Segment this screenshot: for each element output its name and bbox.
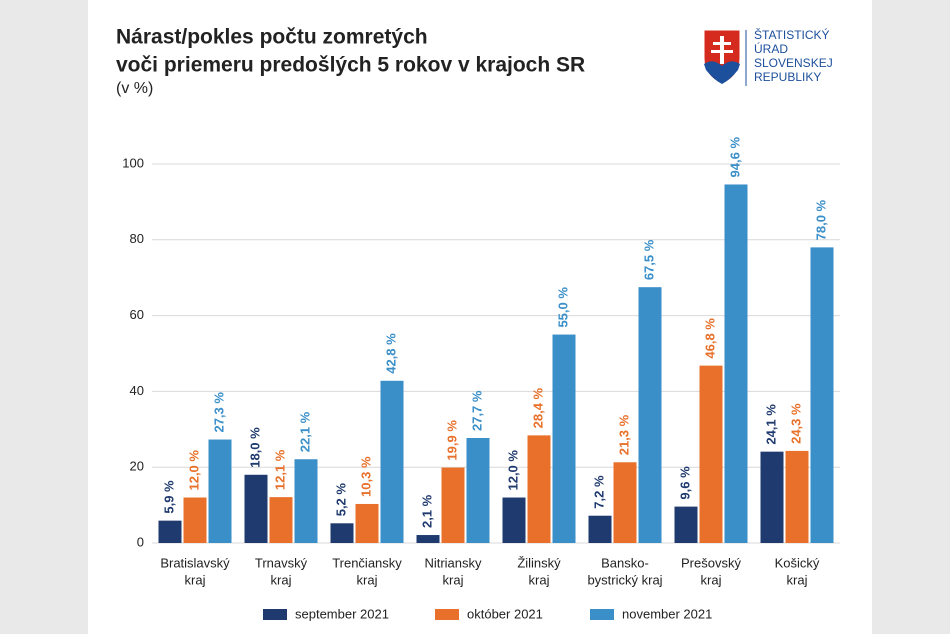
- value-label: 2,1 %: [419, 494, 434, 528]
- bar: [527, 435, 551, 543]
- value-label: 7,2 %: [591, 475, 606, 509]
- value-label: 24,1 %: [763, 404, 778, 445]
- bar: [699, 365, 723, 543]
- logo-shield: [703, 29, 741, 85]
- value-label: 5,9 %: [161, 480, 176, 514]
- x-tick-label: Prešovský: [681, 555, 741, 570]
- chart-title: Nárast/pokles počtu zomretých: [116, 26, 428, 49]
- x-tick-label: Bratislavský: [160, 555, 230, 570]
- value-label: 24,3 %: [788, 403, 803, 444]
- value-label: 67,5 %: [641, 239, 656, 280]
- value-label: 55,0 %: [555, 287, 570, 328]
- legend-label: september 2021: [295, 606, 389, 621]
- value-label: 18,0 %: [247, 427, 262, 468]
- chart-title: voči priemeru predošlých 5 rokov v krajo…: [116, 54, 585, 77]
- logo-text: ÚRAD: [754, 41, 788, 56]
- logo-text: SLOVENSKEJ: [754, 56, 833, 70]
- bar: [588, 515, 612, 543]
- value-label: 27,3 %: [211, 392, 226, 433]
- value-label: 21,3 %: [616, 414, 631, 455]
- bar: [638, 287, 662, 543]
- bar: [441, 467, 465, 543]
- x-tick-label: Košický: [775, 555, 820, 570]
- x-tick-label: Nitriansky: [424, 555, 482, 570]
- bar: [502, 497, 526, 543]
- x-tick-label: Bansko-: [601, 555, 649, 570]
- value-label: 19,9 %: [444, 420, 459, 461]
- bar: [208, 439, 232, 543]
- x-tick-label: Žilinský: [517, 555, 561, 570]
- legend-swatch: [263, 609, 287, 620]
- bar: [724, 184, 748, 543]
- y-tick-label: 80: [130, 231, 144, 246]
- x-tick-label: kraj: [787, 572, 808, 587]
- y-tick-label: 40: [130, 383, 144, 398]
- bar: [330, 523, 354, 543]
- logo-text: REPUBLIKY: [754, 70, 821, 84]
- bar: [355, 503, 379, 543]
- value-label: 94,6 %: [727, 137, 742, 178]
- bar: [760, 451, 784, 543]
- value-label: 46,8 %: [702, 318, 717, 359]
- value-label: 27,7 %: [469, 390, 484, 431]
- x-tick-label: kraj: [357, 572, 378, 587]
- value-label: 12,0 %: [186, 450, 201, 491]
- value-label: 12,0 %: [505, 450, 520, 491]
- y-tick-label: 60: [130, 307, 144, 322]
- value-label: 22,1 %: [297, 411, 312, 452]
- value-label: 12,1 %: [272, 449, 287, 490]
- x-tick-label: kraj: [443, 572, 464, 587]
- chart-subtitle: (v %): [116, 80, 153, 97]
- x-tick-label: kraj: [185, 572, 206, 587]
- bar: [380, 380, 404, 543]
- logo-text: ŠTATISTICKÝ: [754, 27, 830, 42]
- y-tick-label: 20: [130, 459, 144, 474]
- legend-swatch: [435, 609, 459, 620]
- legend-label: november 2021: [622, 606, 712, 621]
- x-tick-label: kraj: [701, 572, 722, 587]
- bar: [810, 247, 834, 543]
- x-tick-label: Trnavský: [255, 555, 308, 570]
- y-tick-label: 100: [122, 155, 144, 170]
- value-label: 5,2 %: [333, 483, 348, 517]
- bar: [183, 497, 207, 543]
- bar: [158, 520, 182, 543]
- value-label: 9,6 %: [677, 466, 692, 500]
- value-label: 10,3 %: [358, 456, 373, 497]
- y-tick-label: 0: [137, 534, 144, 549]
- x-tick-label: Trenčiansky: [332, 555, 402, 570]
- x-tick-label: bystrický kraj: [587, 572, 662, 587]
- value-label: 42,8 %: [383, 333, 398, 374]
- bar: [269, 497, 293, 543]
- x-tick-label: kraj: [529, 572, 550, 587]
- bar: [416, 535, 440, 543]
- x-tick-label: kraj: [271, 572, 292, 587]
- bar: [294, 459, 318, 543]
- value-label: 28,4 %: [530, 387, 545, 428]
- bar: [674, 506, 698, 543]
- bar: [613, 462, 637, 543]
- bar: [785, 450, 809, 543]
- legend-label: október 2021: [467, 606, 543, 621]
- value-label: 78,0 %: [813, 199, 828, 240]
- bar: [552, 334, 576, 543]
- bar: [244, 474, 268, 543]
- legend-swatch: [590, 609, 614, 620]
- bar: [466, 438, 490, 543]
